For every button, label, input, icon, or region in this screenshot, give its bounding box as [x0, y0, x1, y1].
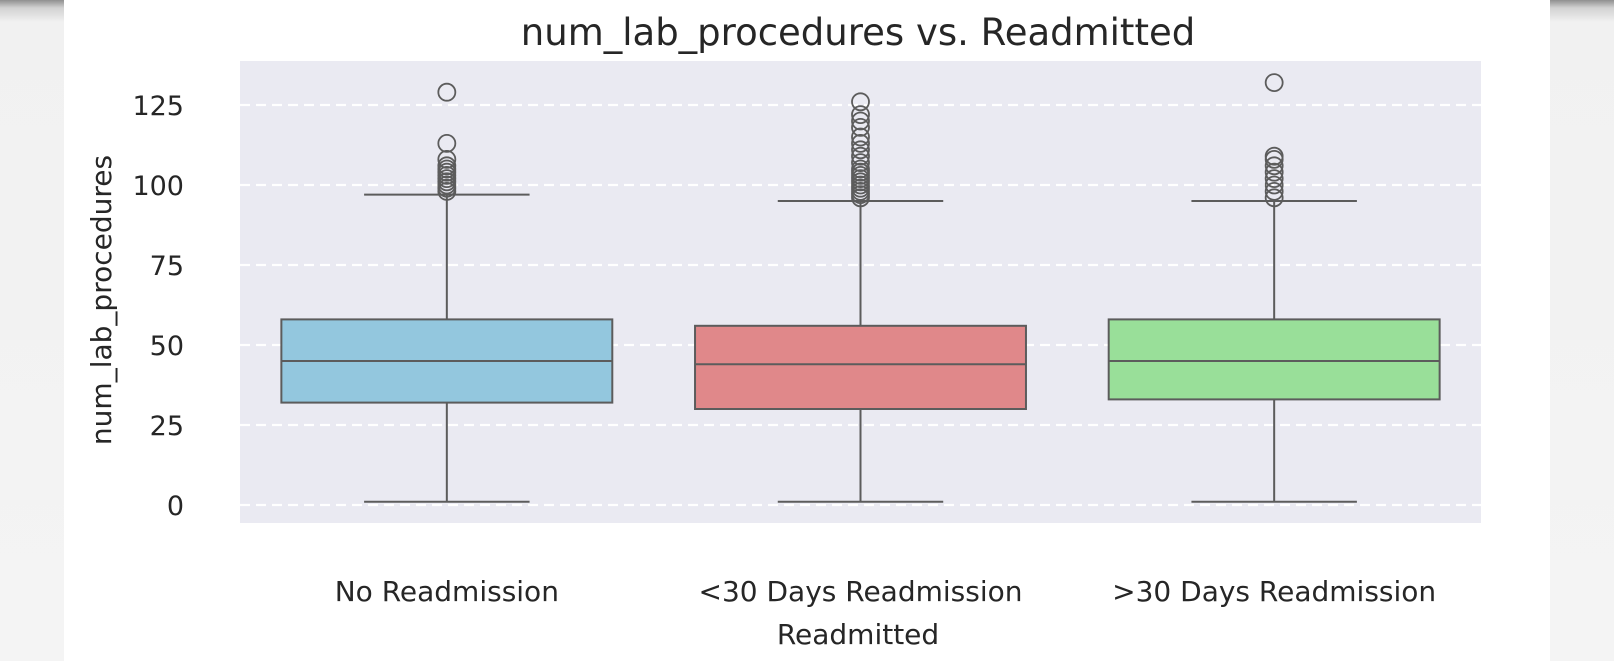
window-edge-right: [1550, 0, 1614, 661]
y-axis-label: num_lab_procedures: [85, 155, 118, 445]
x-tick-label-2: <30 Days Readmission: [698, 575, 1022, 608]
x-tick-label-1: No Readmission: [335, 575, 559, 608]
outlier-point: [1264, 175, 1284, 195]
outlier-point: [851, 153, 870, 173]
outlier-point: [851, 127, 870, 147]
outlier-point: [851, 92, 870, 112]
iqr-box: [694, 324, 1027, 410]
outlier-point: [1264, 73, 1284, 92]
outlier-point: [1264, 169, 1284, 189]
y-tick-labels: 0 25 50 75 100 125: [132, 91, 184, 522]
x-tick-label-3: >30 Days Readmission: [1112, 575, 1436, 608]
y-tick-label-125: 125: [132, 91, 184, 122]
y-tick-label-0: 0: [167, 491, 184, 522]
outlier-point: [1264, 162, 1284, 182]
chart-title: num_lab_procedures vs. Readmitted: [521, 11, 1195, 54]
y-tick-label-100: 100: [132, 171, 184, 202]
window-edge-left: [0, 0, 64, 661]
outlier-point: [851, 111, 870, 131]
y-tick-label-50: 50: [150, 331, 184, 362]
outlier-point: [1264, 181, 1284, 201]
outlier-point: [437, 133, 457, 153]
x-tick-labels: No Readmission <30 Days Readmission >30 Da…: [335, 575, 1436, 608]
outlier-point: [851, 159, 870, 179]
outlier-point: [851, 146, 870, 166]
box-group-2: [694, 92, 1027, 503]
outlier-point: [1264, 188, 1284, 208]
outlier-point: [851, 133, 870, 153]
outlier-point: [851, 105, 870, 124]
outlier-point: [437, 149, 457, 169]
outlier-point: [1264, 146, 1284, 166]
box-group-1: [280, 82, 614, 503]
outlier-point: [851, 140, 870, 160]
box-series: [280, 73, 1441, 503]
outlier-point: [437, 156, 457, 176]
outlier-point: [1264, 156, 1284, 176]
box-group-3: [1107, 73, 1441, 503]
outlier-point: [851, 118, 870, 137]
outlier-point: [437, 82, 457, 102]
y-tick-label-25: 25: [150, 411, 184, 442]
iqr-box: [1107, 318, 1441, 401]
x-axis-label: Readmitted: [777, 618, 939, 651]
y-tick-label-75: 75: [150, 251, 184, 282]
